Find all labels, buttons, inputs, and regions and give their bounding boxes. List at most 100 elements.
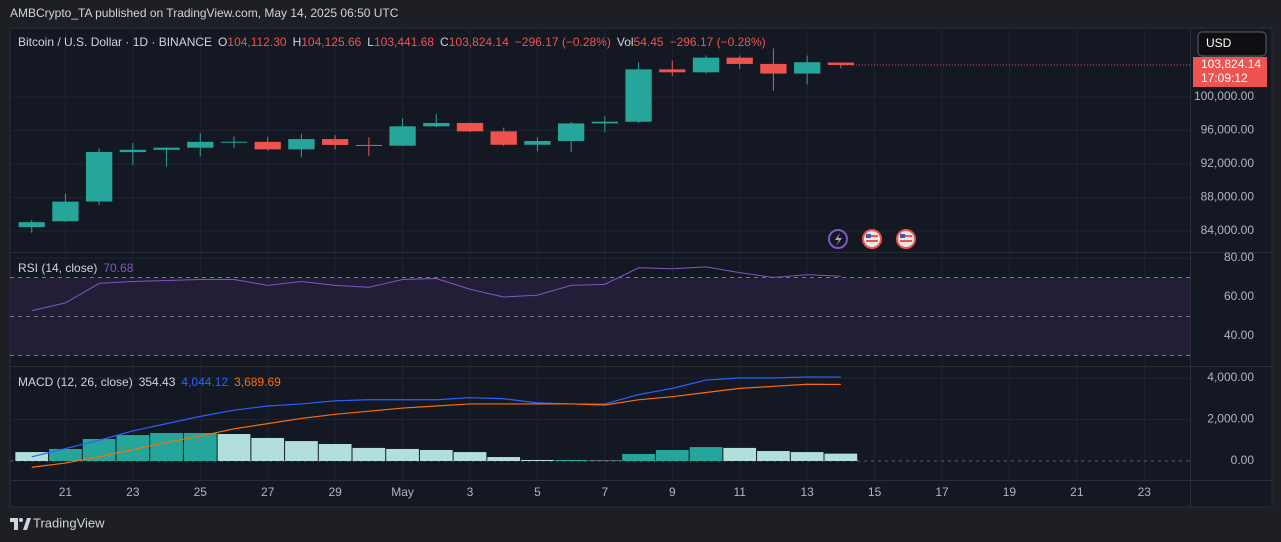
- y-tick-label: 80.00: [1224, 250, 1254, 264]
- macd-histogram-bar: [352, 447, 386, 461]
- legend-item: Vol54.45: [617, 35, 664, 49]
- legend-key: C: [440, 35, 449, 49]
- legend-key: H: [292, 35, 302, 49]
- candle-body: [490, 131, 517, 145]
- x-tick-label: 9: [669, 485, 676, 499]
- macd-histogram-bar: [49, 448, 82, 461]
- legend-value: 104,125.66: [301, 35, 362, 49]
- legend-item: −296.17 (−0.28%): [670, 35, 766, 49]
- rsi-band: [10, 277, 1190, 356]
- macd-histogram-bar: [824, 453, 858, 461]
- candle-body: [659, 69, 686, 73]
- x-tick-label: 21: [59, 485, 73, 499]
- candle-body: [187, 141, 214, 148]
- currency-button[interactable]: [1197, 31, 1267, 57]
- candle-body: [153, 147, 180, 150]
- macd-histogram-bar: [386, 448, 419, 461]
- x-tick-label: 27: [261, 485, 275, 499]
- symbol-title: Bitcoin / U.S. Dollar · 1D · BINANCE: [18, 35, 213, 49]
- macd-histogram-bar: [487, 457, 521, 461]
- legend-item: O104,112.30: [218, 35, 287, 49]
- macd-line: [31, 376, 841, 458]
- x-tick-label: 15: [868, 485, 882, 499]
- legend-value: −296.17 (−0.28%): [514, 35, 611, 49]
- candle-body: [760, 63, 787, 74]
- macd-histogram-bar: [622, 453, 655, 461]
- macd-value: 4,044.12: [181, 375, 229, 389]
- legend-item: L103,441.68: [367, 35, 434, 49]
- x-tick-label: 23: [126, 485, 140, 499]
- candle-body: [52, 201, 79, 222]
- brand: TradingView: [33, 515, 105, 530]
- candle-body: [389, 126, 416, 146]
- candle-body: [254, 141, 281, 150]
- indicator-title: MACD (12, 26, close): [18, 375, 133, 389]
- x-tick-label: 11: [733, 485, 746, 499]
- candle-body: [220, 141, 248, 143]
- candle-body: [793, 62, 821, 74]
- candle-body: [625, 69, 652, 122]
- y-tick-label: 96,000.00: [1201, 123, 1255, 137]
- brand-logo: [10, 518, 31, 530]
- y-tick-label: 60.00: [1224, 289, 1254, 303]
- y-tick-label: 92,000.00: [1201, 156, 1255, 170]
- legend-item: H104,125.66: [293, 35, 362, 49]
- candle-body: [456, 122, 484, 132]
- macd-histogram-bar: [251, 437, 285, 461]
- macd-histogram-bar: [419, 449, 453, 461]
- y-tick-label: 4,000.00: [1207, 370, 1254, 384]
- x-tick-label: 5: [534, 485, 541, 499]
- macd-histogram-bar: [689, 447, 723, 461]
- y-tick-label: 40.00: [1224, 328, 1254, 342]
- x-tick-label: 23: [1138, 485, 1152, 499]
- legend-value: −296.17 (−0.28%): [669, 35, 766, 49]
- y-tick-label: 100,000.00: [1194, 89, 1254, 103]
- currency-label[interactable]: USD: [1206, 36, 1232, 50]
- x-tick-label: May: [391, 485, 414, 499]
- indicator-title: RSI (14, close): [18, 261, 98, 275]
- macd-histogram-bar: [116, 435, 150, 461]
- macd-histogram-bar: [150, 432, 183, 461]
- price-legend: Bitcoin / U.S. Dollar · 1D · BINANCE O104…: [18, 35, 772, 49]
- candle-body: [524, 141, 551, 145]
- signal-line: [31, 383, 841, 468]
- legend-value: 103,441.68: [373, 35, 435, 49]
- rsi-line: [31, 266, 841, 312]
- x-tick-label: 7: [602, 485, 609, 499]
- macd-histogram-bar: [790, 452, 824, 461]
- x-tick-label: 3: [467, 485, 474, 499]
- macd-histogram-bar: [554, 459, 588, 461]
- legend-key: L: [367, 35, 374, 49]
- legend-key: Vol: [616, 35, 634, 49]
- last-price-box: [1193, 56, 1267, 87]
- y-tick-label: 84,000.00: [1201, 223, 1255, 237]
- candle-body: [321, 139, 349, 145]
- candle-body: [692, 57, 720, 73]
- candle-body: [827, 62, 855, 65]
- x-tick-label: 29: [328, 485, 342, 499]
- macd-histogram-bar: [318, 443, 352, 461]
- legend-item: −296.17 (−0.28%): [515, 35, 611, 49]
- x-tick-label: 21: [1070, 485, 1084, 499]
- y-tick-label: 2,000.00: [1207, 412, 1254, 426]
- legend-value: 54.45: [633, 35, 664, 49]
- candle-body: [18, 222, 45, 228]
- indicator-value: 70.68: [103, 261, 134, 275]
- macd-histogram-bar: [723, 447, 757, 461]
- candle-body: [591, 121, 619, 124]
- y-tick-label: 88,000.00: [1201, 190, 1255, 204]
- legend-item: C103,824.14: [440, 35, 509, 49]
- last-price-label: 103,824.14: [1201, 57, 1261, 71]
- legend-value: 104,112.30: [227, 35, 287, 49]
- event-icons: [828, 229, 916, 249]
- candle-body: [726, 57, 753, 64]
- macd-histogram-bar: [217, 434, 251, 461]
- candle-body: [557, 123, 585, 141]
- histogram-value: 354.43: [138, 375, 176, 389]
- x-tick-label: 19: [1003, 485, 1017, 499]
- x-tick-label: 13: [800, 485, 814, 499]
- macd-histogram-bar: [655, 449, 689, 461]
- legend-value: 103,824.14: [448, 35, 509, 49]
- candle-body: [288, 139, 315, 150]
